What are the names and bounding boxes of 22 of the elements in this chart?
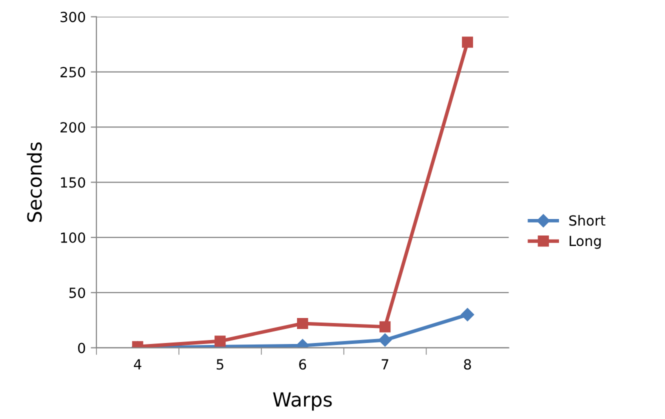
x-tick-label: 8 [464,359,471,370]
x-tick-label: 4 [134,359,142,370]
y-tick-label: 200 [60,122,86,133]
point [462,36,474,48]
x-tick-label: 6 [299,359,306,370]
point [379,321,391,332]
y-tick-label: 150 [61,177,86,188]
y-axis-title: Seconds [26,142,42,222]
legend-label: Long [570,236,601,249]
x-axis-title: Warps [273,392,332,411]
legend-label: Short [569,215,606,226]
y-tick-label: 0 [78,342,86,354]
point [297,318,308,330]
x-tick-label: 7 [382,359,388,370]
x-tick-label: 5 [216,359,224,370]
y-tick-label: 50 [69,288,86,298]
point [460,308,474,322]
point [378,333,392,347]
y-tick-label: 250 [60,66,86,78]
y-tick-label: 100 [61,232,86,243]
y-tick-label: 300 [60,12,86,22]
point [214,336,226,347]
